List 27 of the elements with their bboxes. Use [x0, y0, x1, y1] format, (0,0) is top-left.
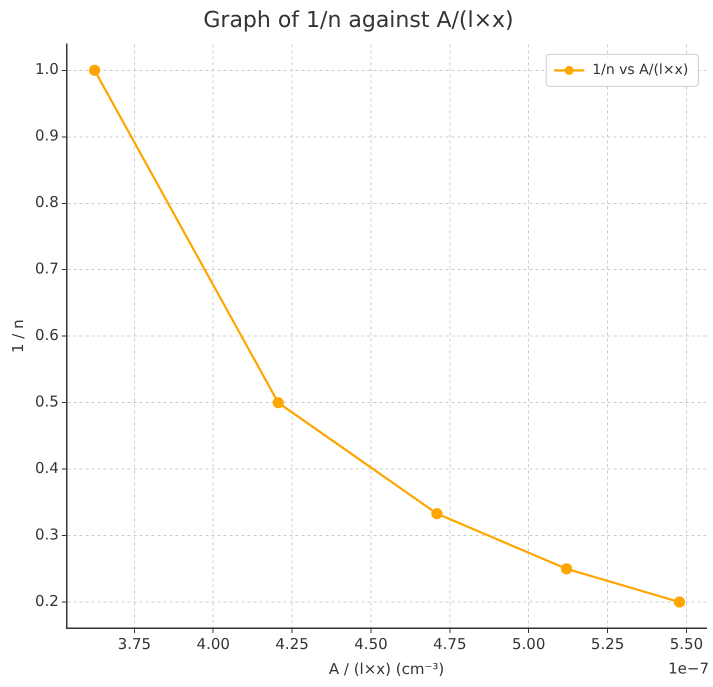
y-tick-label: 0.5 — [34, 392, 59, 411]
y-tick-label: 0.9 — [34, 126, 59, 145]
legend-label: 1/n vs A/(l×x) — [592, 62, 688, 78]
x-tick-label: 5.50 — [670, 634, 704, 653]
x-tick-label: 4.50 — [354, 634, 388, 653]
point — [272, 397, 284, 408]
chart-title: Graph of 1/n against A/(l×x) — [203, 8, 514, 33]
x-tick-label: 4.25 — [275, 634, 309, 653]
y-axis-title: 1 / n — [8, 319, 27, 354]
text: 1e−7 — [668, 659, 709, 678]
y-tick-label: 0.7 — [34, 260, 59, 278]
y-tick-label: 0.8 — [34, 193, 59, 212]
x-tick-label: 4.75 — [433, 634, 467, 653]
x-tick-label: 5.00 — [512, 634, 546, 653]
point — [560, 563, 572, 574]
point — [431, 508, 442, 520]
x-tick-label: 5.25 — [590, 634, 624, 653]
y-tick-label: 0.3 — [34, 526, 59, 544]
y-tick-label: 0.4 — [34, 459, 59, 478]
y-tick-label: 0.2 — [34, 592, 59, 610]
x-tick-label: 4.00 — [196, 634, 230, 653]
y-tick-label: 1.0 — [34, 60, 59, 78]
x-tick-label: 3.75 — [118, 634, 152, 653]
point — [674, 596, 686, 608]
point — [89, 64, 100, 76]
y-tick-label: 0.6 — [34, 326, 59, 344]
x-axis-title: A / (l×x) (cm⁻³) — [328, 660, 444, 678]
